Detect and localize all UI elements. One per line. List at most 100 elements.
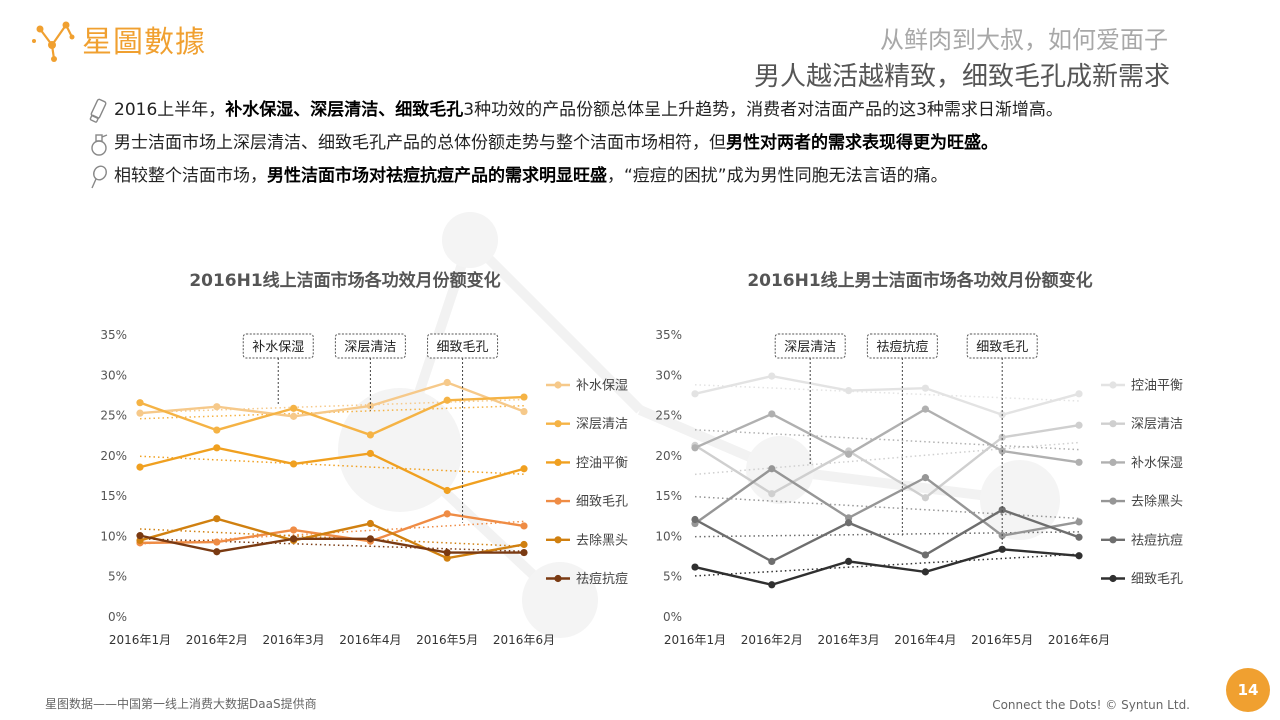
callout-box <box>427 333 499 359</box>
data-point <box>290 526 298 534</box>
y-tick-label: 10% <box>100 529 127 543</box>
series-line <box>139 446 525 492</box>
brand-name: 星圖數據 <box>82 25 206 60</box>
bullet-text: ，“痘痘的困扰”成为男性同胞无法言语的痛。 <box>607 166 948 186</box>
series-line <box>139 517 525 560</box>
page-subtitle: 从鲜肉到大叔，如何爱面子 <box>880 26 1168 54</box>
line-chart-men-market: 0% 5% 10% 15% 20% 25% 30% 35% 2016年1月 2016年2月 2016… <box>655 328 1183 647</box>
x-tick-label: 2016年1月 <box>109 633 171 647</box>
series-line <box>139 534 524 554</box>
callout-label: 细致毛孔 <box>437 340 489 355</box>
data-point <box>845 519 853 527</box>
data-point <box>213 444 221 452</box>
brand-logo: 星圖數據 <box>30 14 206 64</box>
y-tick-label: 25% <box>100 409 127 423</box>
legend-label: 细致毛孔 <box>1131 572 1183 587</box>
x-tick-label: 2016年3月 <box>263 633 325 647</box>
callout-label: 细致毛孔 <box>976 340 1028 355</box>
bottle-icon <box>88 131 110 157</box>
bullet-item: 相较整个洁面市场，男性洁面市场对祛痘抗痘产品的需求明显旺盛，“痘痘的困扰”成为男… <box>88 160 1178 193</box>
data-point <box>1075 421 1083 429</box>
data-point <box>443 378 451 387</box>
bullet-item: 2016上半年，补水保湿、深层清洁、细致毛孔3种功效的产品份额总体呈上升趋势，消… <box>88 94 1178 127</box>
data-point <box>1075 518 1083 526</box>
legend-marker <box>1109 497 1117 505</box>
data-point <box>921 494 929 502</box>
chart-title-right: 2016H1线上男士洁面市场各功效月份额变化 <box>747 271 1093 291</box>
data-point <box>136 532 144 540</box>
tube-icon <box>88 98 110 124</box>
data-point <box>998 433 1006 441</box>
legend-label: 去除黑头 <box>576 533 628 548</box>
trendline <box>139 455 525 475</box>
data-point <box>998 506 1006 514</box>
x-tick-label: 2016年2月 <box>741 633 803 647</box>
data-point <box>366 431 374 439</box>
data-point <box>768 372 776 380</box>
trendline <box>139 404 525 420</box>
data-point <box>213 538 221 546</box>
legend-marker <box>554 420 562 428</box>
x-tick-label: 2016年5月 <box>416 633 478 647</box>
data-point <box>290 404 298 412</box>
page-number-badge: 14 <box>1226 668 1270 712</box>
footer-copyright: Connect the Dots! © Syntun Ltd. <box>992 698 1190 712</box>
callout-box <box>966 333 1038 359</box>
trendline <box>139 538 525 552</box>
data-point <box>520 522 528 530</box>
data-point <box>768 557 776 566</box>
data-point <box>921 384 929 392</box>
legend-label: 深层清洁 <box>576 417 628 432</box>
x-tick-label: 2016年4月 <box>339 633 401 647</box>
data-point <box>443 486 451 495</box>
y-tick-label: 5% <box>663 570 682 584</box>
trendline <box>139 528 525 548</box>
data-point <box>1075 533 1083 541</box>
trendline <box>139 398 525 414</box>
legend-label: 控油平衡 <box>1131 379 1183 394</box>
series-line <box>694 424 1080 500</box>
data-point <box>136 399 144 407</box>
data-point <box>768 581 776 589</box>
data-point <box>845 386 853 395</box>
y-tick-label: 35% <box>655 328 682 342</box>
data-point <box>998 545 1006 553</box>
y-tick-label: 35% <box>100 328 127 342</box>
x-tick-label: 2016年3月 <box>818 633 880 647</box>
legend-marker <box>1109 536 1117 544</box>
data-point <box>443 510 451 518</box>
callout-box <box>242 333 314 359</box>
y-tick-label: 30% <box>655 368 682 382</box>
trendline <box>694 429 1080 451</box>
callout-box <box>774 333 846 359</box>
y-tick-label: 0% <box>663 610 682 624</box>
data-point <box>366 535 374 543</box>
legend-label: 补水保湿 <box>576 379 628 394</box>
callout-box <box>334 333 406 359</box>
data-point <box>921 568 929 576</box>
x-tick-label: 2016年1月 <box>664 633 726 647</box>
chart-title-left: 2016H1线上洁面市场各功效月份额变化 <box>189 271 501 291</box>
data-point <box>136 409 144 417</box>
legend-marker <box>554 574 562 583</box>
data-point <box>520 548 528 557</box>
callout-label: 补水保湿 <box>252 340 304 355</box>
line-chart-all-market: 0% 5% 10% 15% 20% 25% 30% 35% 2016年1月 2016年2月 2016… <box>100 328 628 647</box>
series-line <box>694 374 1080 417</box>
data-point <box>1075 458 1083 466</box>
data-point <box>921 405 929 413</box>
callout-box <box>866 333 938 359</box>
page-title: 男人越活越精致，细致毛孔成新需求 <box>753 62 1170 92</box>
data-point <box>1075 390 1083 398</box>
data-point <box>921 474 929 482</box>
bullet-text: 相较整个洁面市场， <box>114 166 267 186</box>
y-tick-label: 10% <box>655 529 682 543</box>
series-line <box>139 395 525 437</box>
trendline <box>694 495 1080 520</box>
y-tick-label: 15% <box>655 489 682 503</box>
data-point <box>366 449 374 458</box>
legend-marker <box>1109 381 1117 389</box>
data-point <box>520 540 528 549</box>
data-point <box>213 403 221 411</box>
legend-marker <box>1109 458 1117 466</box>
